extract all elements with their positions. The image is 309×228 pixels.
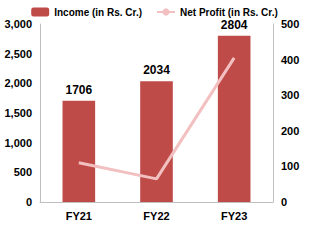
svg-text:1,000: 1,000	[4, 137, 32, 149]
svg-text:0: 0	[26, 196, 32, 208]
svg-text:Net Profit (in Rs. Cr.): Net Profit (in Rs. Cr.)	[180, 7, 278, 18]
svg-text:500: 500	[281, 18, 299, 30]
svg-text:100: 100	[281, 160, 299, 172]
svg-text:2804: 2804	[221, 18, 248, 32]
svg-text:FY21: FY21	[66, 210, 92, 222]
svg-text:Income (in Rs. Cr.): Income (in Rs. Cr.)	[54, 7, 142, 18]
svg-text:2034: 2034	[143, 63, 170, 77]
svg-text:1706: 1706	[65, 83, 92, 97]
svg-text:0: 0	[281, 196, 287, 208]
svg-text:200: 200	[281, 125, 299, 137]
svg-text:500: 500	[14, 166, 32, 178]
svg-text:400: 400	[281, 54, 299, 66]
svg-text:FY23: FY23	[221, 210, 247, 222]
svg-text:1,500: 1,500	[4, 107, 32, 119]
svg-text:2,000: 2,000	[4, 77, 32, 89]
svg-text:2,500: 2,500	[4, 48, 32, 60]
svg-text:FY22: FY22	[143, 210, 169, 222]
svg-text:300: 300	[281, 89, 299, 101]
svg-text:3,000: 3,000	[4, 18, 32, 30]
